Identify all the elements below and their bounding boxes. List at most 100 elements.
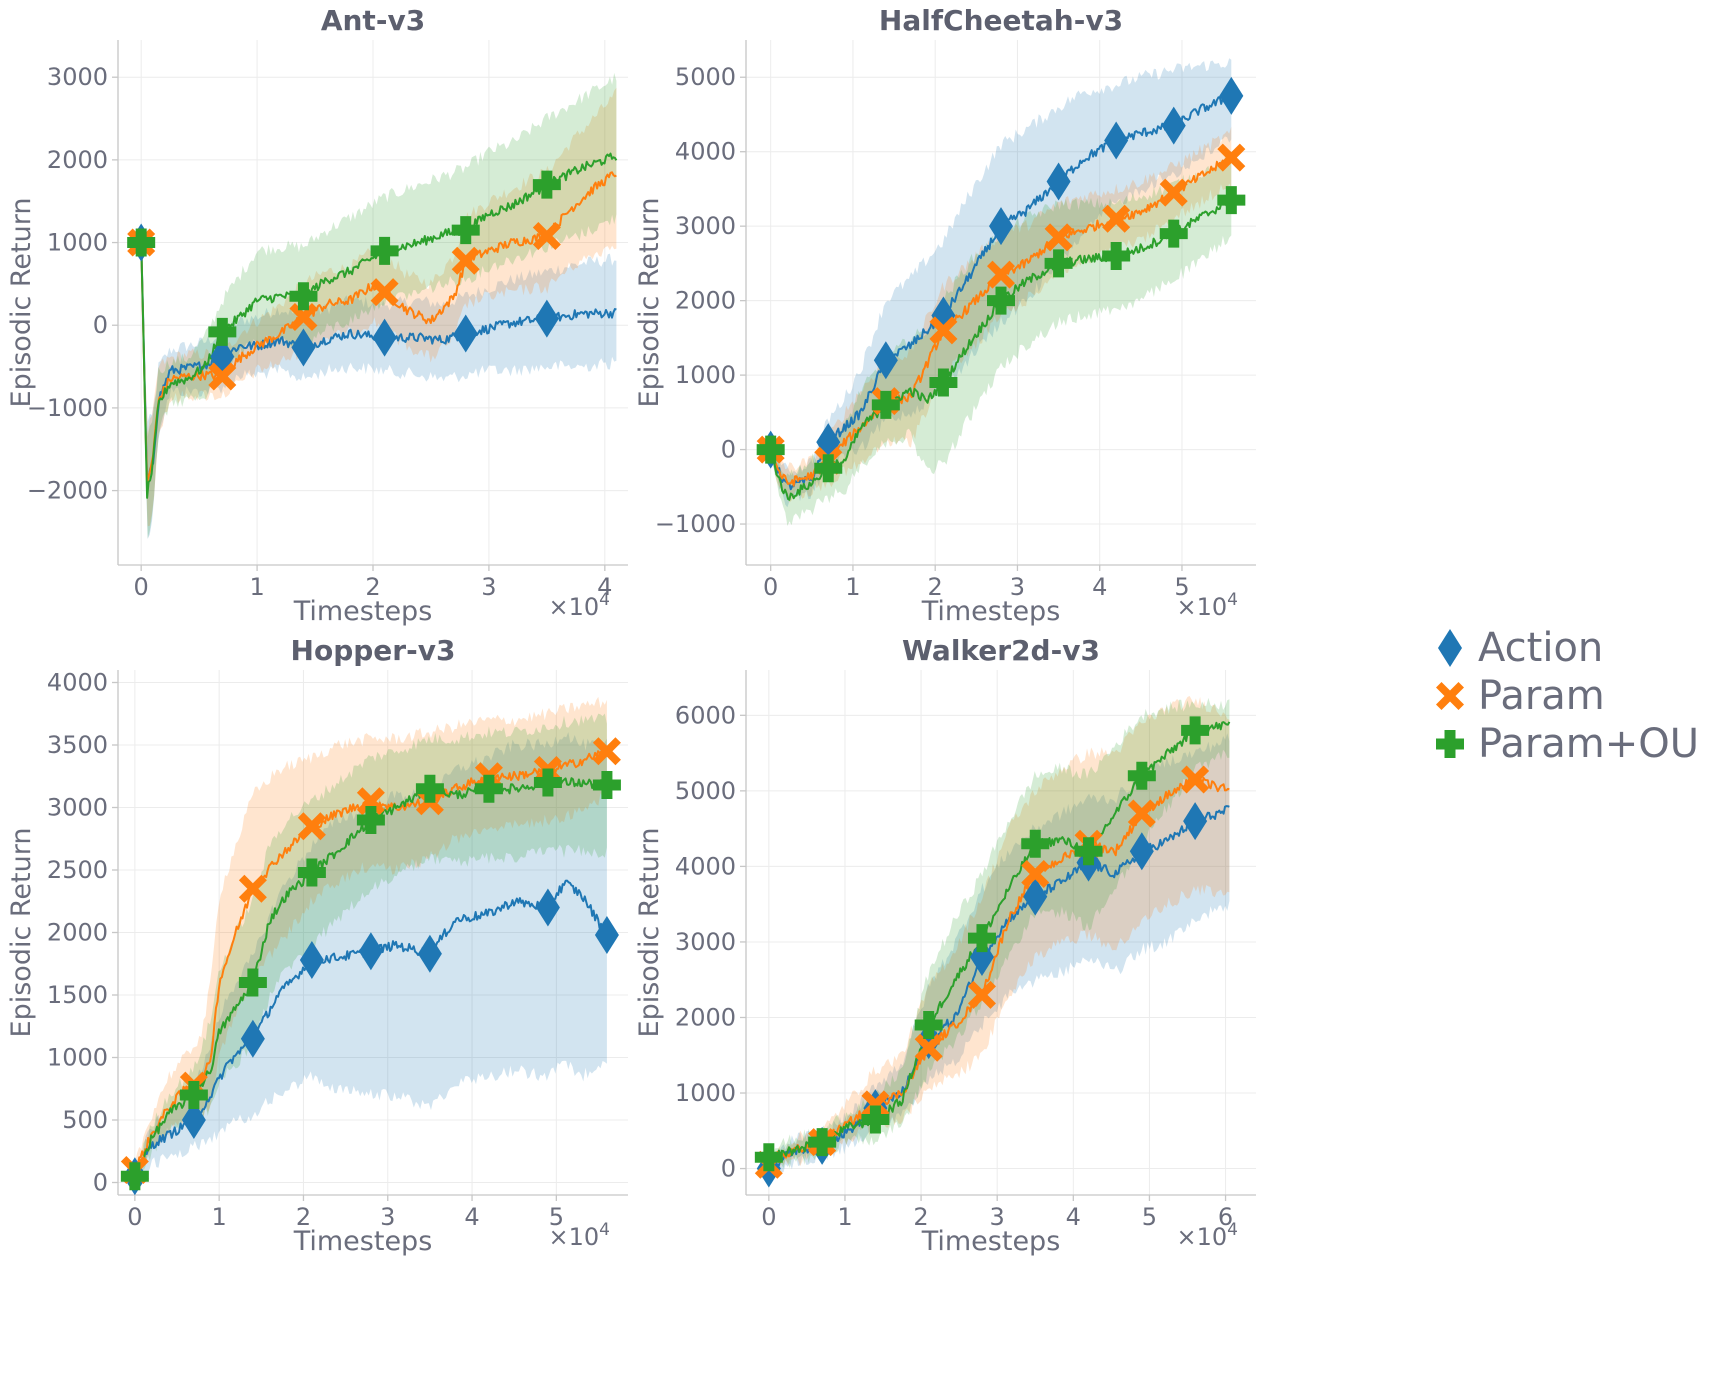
panel-title: Ant-v3: [321, 4, 425, 37]
x-multiplier: ×104: [1177, 590, 1238, 621]
x-tick-label: 4: [1092, 573, 1107, 601]
marker-action: [989, 207, 1013, 246]
y-tick-label: 2500: [47, 856, 108, 884]
x-tick-label: 4: [597, 573, 612, 601]
marker-param-ou: [987, 286, 1015, 315]
x-tick-label: 4: [1066, 1203, 1081, 1231]
plot-area: [767, 696, 1231, 1180]
marker-param-ou: [1074, 837, 1103, 866]
marker-param-ou: [532, 170, 561, 199]
x-tick-label: 1: [845, 573, 860, 601]
x-tick-label: 1: [837, 1203, 852, 1231]
marker-action: [240, 1019, 265, 1058]
legend-marker-action: [1438, 629, 1462, 667]
y-tick-label: 3500: [47, 731, 108, 759]
marker-param-ou: [592, 771, 621, 799]
marker-param-ou: [861, 1105, 890, 1134]
marker-param-ou: [808, 1128, 837, 1157]
marker-param: [1044, 223, 1073, 252]
marker-param-ou: [756, 435, 785, 464]
x-multiplier-exponent: 4: [599, 590, 610, 610]
marker-action: [358, 932, 383, 971]
marker-action: [1104, 121, 1129, 160]
panel-ant-v3: 0 1 2 3 4 −2000 −1000 0 1000 2000 3000 Ant-v3 Timest…: [6, 4, 628, 627]
marker-param-ou: [289, 282, 318, 311]
band-param-ou: [141, 72, 617, 539]
y-tick-label: 2000: [675, 287, 736, 315]
marker-param: [1127, 799, 1156, 828]
marker-param: [914, 1033, 943, 1062]
marker-action: [453, 314, 478, 353]
legend-label-action: Action: [1478, 625, 1603, 671]
marker-param-ou: [297, 858, 326, 887]
line-action: [767, 805, 1230, 1173]
x-tick-label: 3: [380, 1203, 395, 1231]
x-multiplier-base: ×10: [1177, 1223, 1228, 1251]
marker-param-ou: [451, 216, 480, 245]
y-tick-label: 1000: [675, 1079, 736, 1107]
marker-action: [372, 318, 397, 357]
x-multiplier-base: ×10: [549, 1223, 600, 1251]
y-tick-label: 500: [62, 1106, 108, 1134]
marker-param: [297, 812, 326, 841]
marker-action: [873, 341, 898, 380]
panel-hopper-v3: 0 1 2 3 4 5 0 500 1000 1500 2000 2500 3000 3500 4000 Ho…: [6, 634, 628, 1257]
x-tick-label: 0: [763, 573, 778, 601]
x-tick-label: 2: [913, 1203, 928, 1231]
marker-param: [1217, 143, 1246, 172]
marker-param-ou: [127, 228, 156, 257]
marker-param-ou: [208, 317, 237, 346]
y-axis-label: Episodic Return: [6, 198, 37, 408]
y-tick-label: 2000: [47, 919, 108, 947]
x-tick-label: 1: [212, 1203, 227, 1231]
panel-walker2d-v3: 0 1 2 3 4 5 6 0 1000 2000 3000 4000 5000 6000 Walker2d…: [634, 634, 1256, 1257]
marker-param-ou: [814, 454, 843, 483]
y-tick-label: 5000: [675, 63, 736, 91]
x-axis-label: Timesteps: [921, 1226, 1061, 1257]
marker-param-ou: [1181, 716, 1210, 745]
legend-marker-param: [1436, 682, 1464, 710]
x-tick-label: 3: [1010, 573, 1025, 601]
x-multiplier: ×104: [549, 590, 610, 621]
band-action: [141, 242, 617, 539]
marker-param-ou: [415, 774, 444, 803]
marker-param: [592, 737, 621, 766]
x-tick-label: 3: [990, 1203, 1005, 1231]
x-multiplier-base: ×10: [1177, 593, 1228, 621]
y-tick-label: 6000: [675, 701, 736, 729]
marker-param: [861, 1090, 890, 1119]
marker-action: [594, 916, 619, 954]
x-tick-label: 5: [1174, 573, 1189, 601]
x-axis-label: Timesteps: [293, 596, 433, 627]
y-tick-label: 5000: [675, 777, 736, 805]
y-tick-label: −1000: [27, 394, 108, 422]
panel-title: Hopper-v3: [291, 634, 456, 667]
y-tick-label: 0: [93, 311, 108, 339]
x-tick-label: 0: [134, 573, 149, 601]
y-tick-label: 1000: [47, 229, 108, 257]
y-tick-label: 4000: [47, 669, 108, 697]
y-tick-label: −1000: [655, 510, 736, 538]
marker-param: [1181, 765, 1210, 794]
band-param-ou: [134, 713, 607, 1183]
line-param-ou: [767, 721, 1231, 1161]
x-axis-label: Timesteps: [293, 1226, 433, 1257]
marker-param: [532, 221, 561, 250]
x-multiplier: ×104: [549, 1220, 610, 1251]
marker-param-ou: [871, 390, 900, 419]
band-action: [768, 733, 1230, 1180]
y-tick-label: 2000: [675, 1003, 736, 1031]
y-axis-label: Episodic Return: [634, 828, 665, 1038]
marker-param: [1021, 859, 1050, 888]
marker-param-ou: [370, 236, 399, 265]
panel-title: HalfCheetah-v3: [879, 4, 1123, 37]
marker-action: [535, 888, 560, 927]
y-tick-label: 3000: [47, 794, 108, 822]
marker-param-ou: [120, 1162, 149, 1191]
marker-param-ou: [1021, 829, 1050, 858]
y-tick-label: 3000: [675, 212, 736, 240]
x-tick-label: 4: [464, 1203, 479, 1231]
panel-title: Walker2d-v3: [902, 634, 1100, 667]
x-tick-label: 2: [296, 1203, 311, 1231]
